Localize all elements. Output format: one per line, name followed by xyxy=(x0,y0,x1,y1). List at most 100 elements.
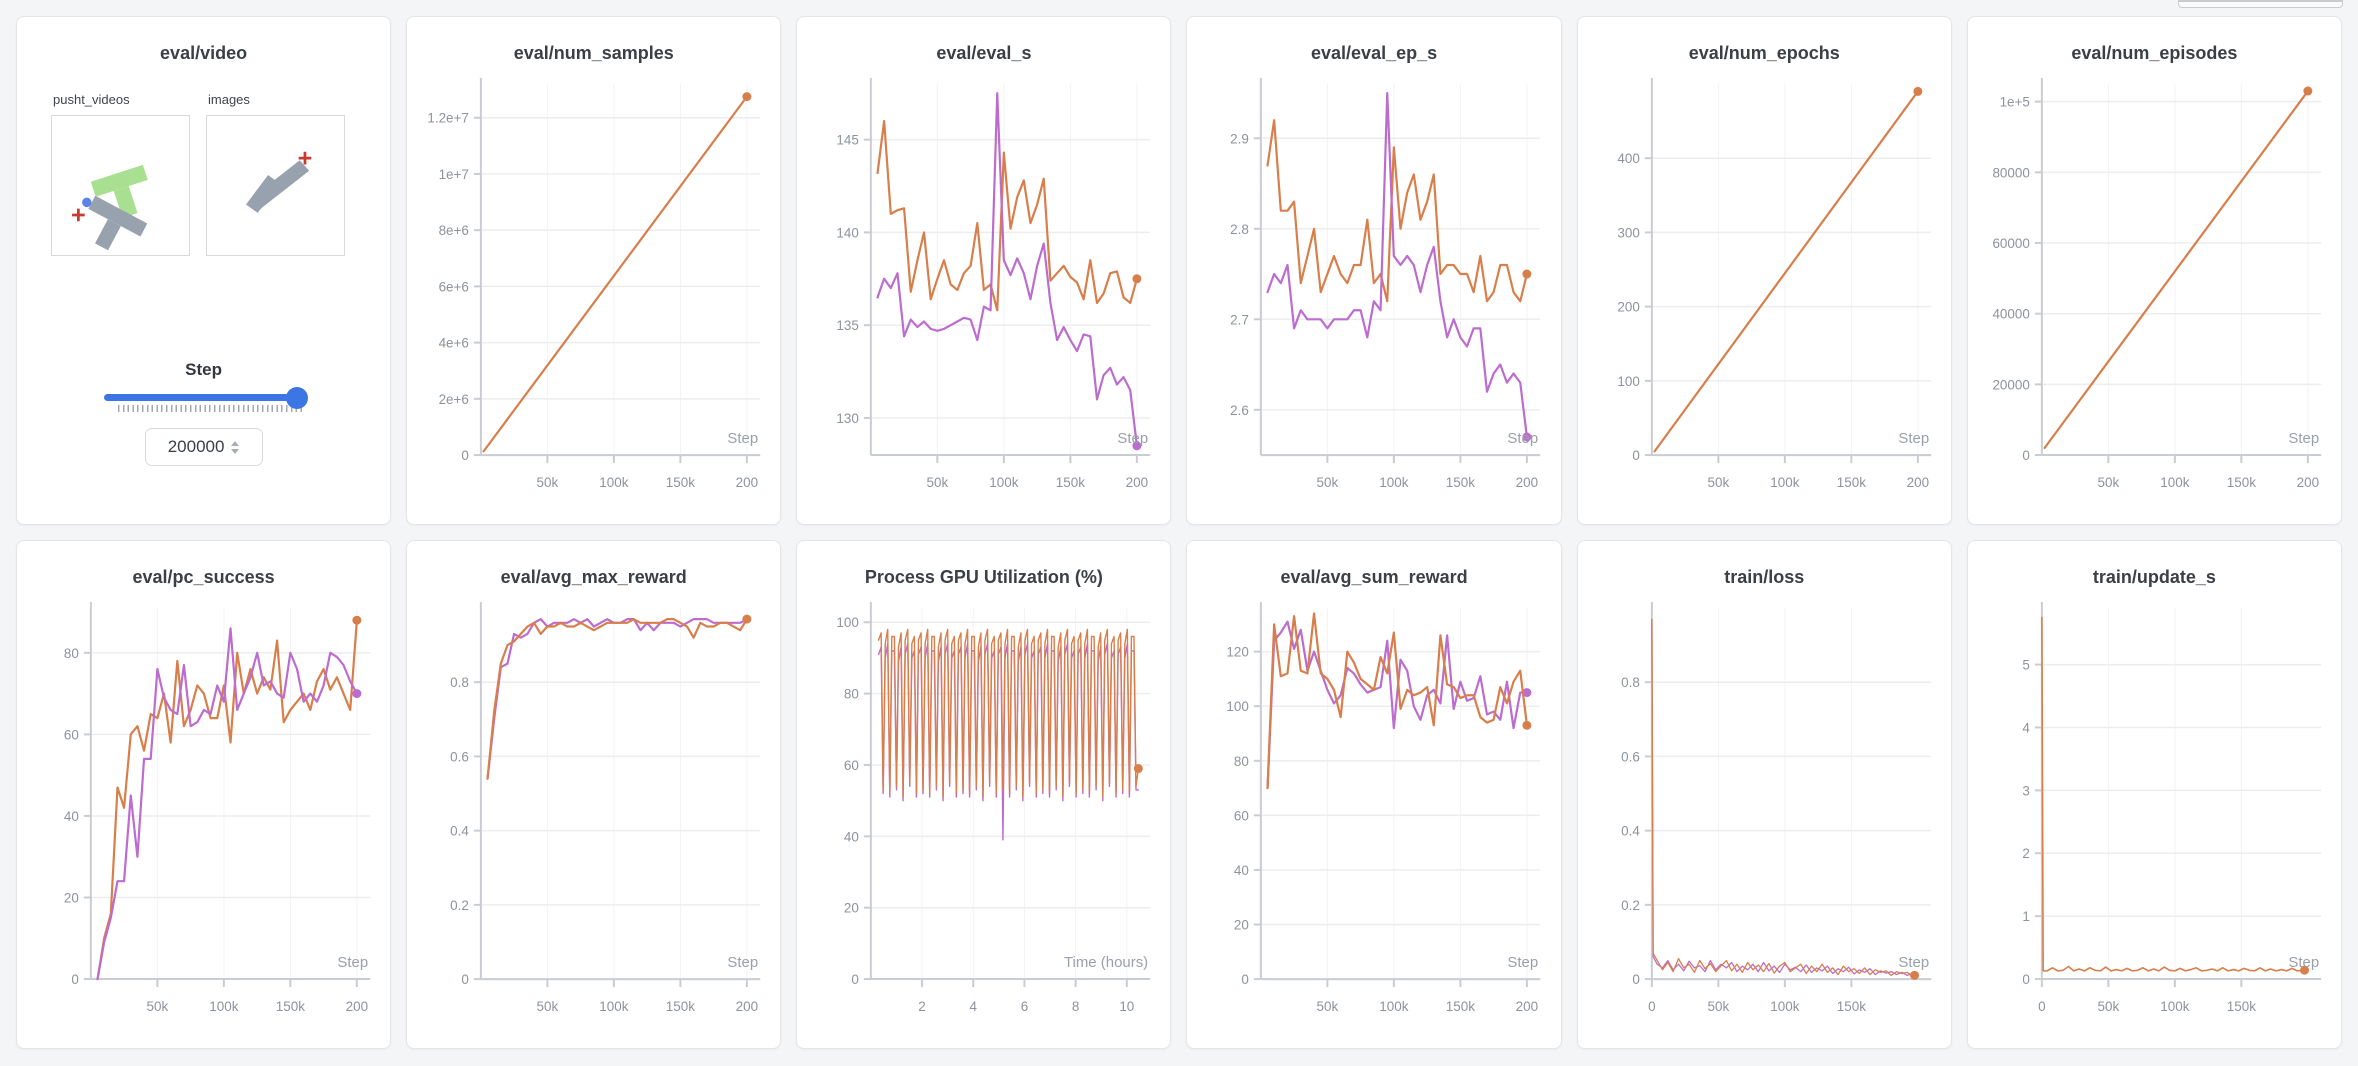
svg-text:0: 0 xyxy=(2022,448,2029,463)
svg-text:100k: 100k xyxy=(209,999,238,1014)
step-input[interactable]: 200000 xyxy=(144,428,263,466)
svg-text:200: 200 xyxy=(1516,475,1538,490)
svg-text:2: 2 xyxy=(919,999,926,1014)
svg-text:Step: Step xyxy=(1508,430,1539,447)
svg-text:60: 60 xyxy=(844,758,859,773)
svg-text:0.4: 0.4 xyxy=(450,824,469,839)
svg-text:100k: 100k xyxy=(2160,999,2189,1014)
slider-track[interactable] xyxy=(103,386,308,409)
svg-text:8e+6: 8e+6 xyxy=(439,223,469,238)
svg-text:1: 1 xyxy=(2022,909,2029,924)
svg-text:5: 5 xyxy=(2022,658,2029,673)
thumb-col-pusht-videos: pusht_videos xyxy=(51,92,190,256)
svg-text:100: 100 xyxy=(1227,699,1249,714)
svg-text:20: 20 xyxy=(64,890,79,905)
svg-text:50k: 50k xyxy=(1317,999,1339,1014)
step-slider[interactable] xyxy=(103,386,308,412)
chart-plot[interactable]: 0 20 40 60 80 50k 100k 150k 200 Step xyxy=(33,598,374,1033)
svg-text:40: 40 xyxy=(844,829,859,844)
chart-plot[interactable]: 0 100 200 300 400 50k 100k 150k 200 Step xyxy=(1594,74,1935,509)
images-thumbnail[interactable] xyxy=(206,115,345,256)
svg-text:0.6: 0.6 xyxy=(450,749,469,764)
svg-text:40: 40 xyxy=(64,809,79,824)
pusht-videos-thumbnail[interactable] xyxy=(51,115,190,256)
chart-title: eval/pc_success xyxy=(132,567,275,587)
svg-text:50k: 50k xyxy=(1707,475,1729,490)
chart-plot[interactable]: 0 20 40 60 80 100 2 4 6 8 10 Time (hours) xyxy=(813,598,1154,1033)
svg-text:Step: Step xyxy=(1508,954,1539,971)
chart-title: eval/num_samples xyxy=(513,43,674,63)
chart-panel-train-update-s: train/update_s 0 1 2 3 4 5 0 50k 100k 150k Step xyxy=(1966,540,2342,1049)
svg-text:60: 60 xyxy=(1234,808,1249,823)
svg-text:50k: 50k xyxy=(2097,475,2119,490)
svg-text:150k: 150k xyxy=(2227,999,2256,1014)
svg-text:Step: Step xyxy=(337,954,368,971)
svg-text:50k: 50k xyxy=(147,999,169,1014)
chart-panel-eval-num-samples: eval/num_samples 0 2e+6 4e+6 6e+6 8e+6 1e+7 1.… xyxy=(406,16,782,525)
svg-text:1.2e+7: 1.2e+7 xyxy=(428,111,470,126)
svg-text:150k: 150k xyxy=(1836,475,1865,490)
svg-text:80: 80 xyxy=(844,687,859,702)
green-t-block xyxy=(90,164,148,218)
chart-panel-eval-num-epochs: eval/num_epochs 0 100 200 300 400 50k 100k 150k… xyxy=(1576,16,1952,525)
svg-text:0: 0 xyxy=(2038,999,2045,1014)
chart-plot[interactable]: 0 0.2 0.4 0.6 0.8 0 50k 100k 150k Step xyxy=(1594,598,1935,1033)
svg-text:400: 400 xyxy=(1617,151,1639,166)
chart-plot[interactable]: 0 2e+6 4e+6 6e+6 8e+6 1e+7 1.2e+7 50k 100k 150k 20… xyxy=(423,74,764,509)
chart-plot[interactable]: 0 20000 40000 60000 80000 1e+5 50k 100k 150k 200 S… xyxy=(1984,74,2325,509)
chart-panel-train-loss: train/loss 0 0.2 0.4 0.6 0.8 0 50k 100k 150k Step xyxy=(1576,540,1952,1049)
svg-text:0: 0 xyxy=(462,972,469,987)
svg-text:200: 200 xyxy=(1617,300,1639,315)
chart-plot[interactable]: 0 0.2 0.4 0.6 0.8 50k 100k 150k 200 Step xyxy=(423,598,764,1033)
svg-text:0: 0 xyxy=(1632,972,1639,987)
chart-panel-eval-eval-s: eval/eval_s 130 135 140 145 50k 100k 150k 200 St… xyxy=(796,16,1172,525)
chart-plot[interactable]: 0 20 40 60 80 100 120 50k 100k 150k 200 Step xyxy=(1203,598,1544,1033)
svg-text:50k: 50k xyxy=(2097,999,2119,1014)
step-slider-label: Step xyxy=(185,360,222,379)
svg-text:2: 2 xyxy=(2022,846,2029,861)
chart-panel-eval-pc-success: eval/pc_success 0 20 40 60 80 50k 100k 150k 200 S… xyxy=(16,540,392,1049)
svg-text:2.8: 2.8 xyxy=(1231,222,1250,237)
chart-title: Process GPU Utilization (%) xyxy=(864,567,1103,587)
chart-title: eval/num_epochs xyxy=(1688,43,1840,63)
svg-text:40000: 40000 xyxy=(1992,307,2029,322)
chart-title: train/loss xyxy=(1724,567,1805,587)
svg-text:0.8: 0.8 xyxy=(450,675,469,690)
svg-text:50k: 50k xyxy=(537,475,559,490)
thumbnail-label-pusht-videos: pusht_videos xyxy=(53,92,130,107)
svg-text:0: 0 xyxy=(71,972,78,987)
svg-text:150k: 150k xyxy=(2227,475,2256,490)
chart-panel-eval-avg-max-reward: eval/avg_max_reward 0 0.2 0.4 0.6 0.8 50k 100k… xyxy=(406,540,782,1049)
svg-text:Step: Step xyxy=(1898,954,1929,971)
panel-eval-video: eval/video pusht_videos xyxy=(16,16,392,525)
svg-text:150k: 150k xyxy=(666,999,695,1014)
svg-text:50k: 50k xyxy=(1317,475,1339,490)
svg-text:4e+6: 4e+6 xyxy=(439,336,469,351)
chart-plot[interactable]: 2.6 2.7 2.8 2.9 50k 100k 150k 200 Step xyxy=(1203,74,1544,509)
spinner-up-icon[interactable] xyxy=(231,440,240,446)
svg-text:1e+5: 1e+5 xyxy=(1999,95,2029,110)
chart-plot[interactable]: 0 1 2 3 4 5 0 50k 100k 150k Step xyxy=(1984,598,2325,1033)
spinner-down-icon[interactable] xyxy=(231,448,240,454)
slider-thumb[interactable] xyxy=(285,386,308,409)
svg-text:100k: 100k xyxy=(599,475,628,490)
svg-text:100: 100 xyxy=(837,615,859,630)
svg-text:130: 130 xyxy=(837,411,859,426)
chart-panel-process-gpu-utilization: Process GPU Utilization (%) 0 20 40 60 80 100… xyxy=(796,540,1172,1049)
svg-text:80: 80 xyxy=(64,646,79,661)
svg-text:300: 300 xyxy=(1617,225,1639,240)
chart-title: eval/eval_s xyxy=(936,43,1032,63)
svg-text:100k: 100k xyxy=(1380,475,1409,490)
chart-plot[interactable]: 130 135 140 145 50k 100k 150k 200 Step xyxy=(813,74,1154,509)
svg-text:150k: 150k xyxy=(1446,475,1475,490)
svg-text:6: 6 xyxy=(1021,999,1028,1014)
slider-tick-marks xyxy=(117,405,304,412)
svg-text:4: 4 xyxy=(970,999,978,1014)
svg-text:Step: Step xyxy=(1118,430,1149,447)
svg-text:100k: 100k xyxy=(1770,475,1799,490)
svg-text:120: 120 xyxy=(1227,645,1249,660)
gray-t-block xyxy=(88,195,148,251)
svg-text:3: 3 xyxy=(2022,783,2029,798)
step-input-spinner[interactable] xyxy=(231,440,240,454)
